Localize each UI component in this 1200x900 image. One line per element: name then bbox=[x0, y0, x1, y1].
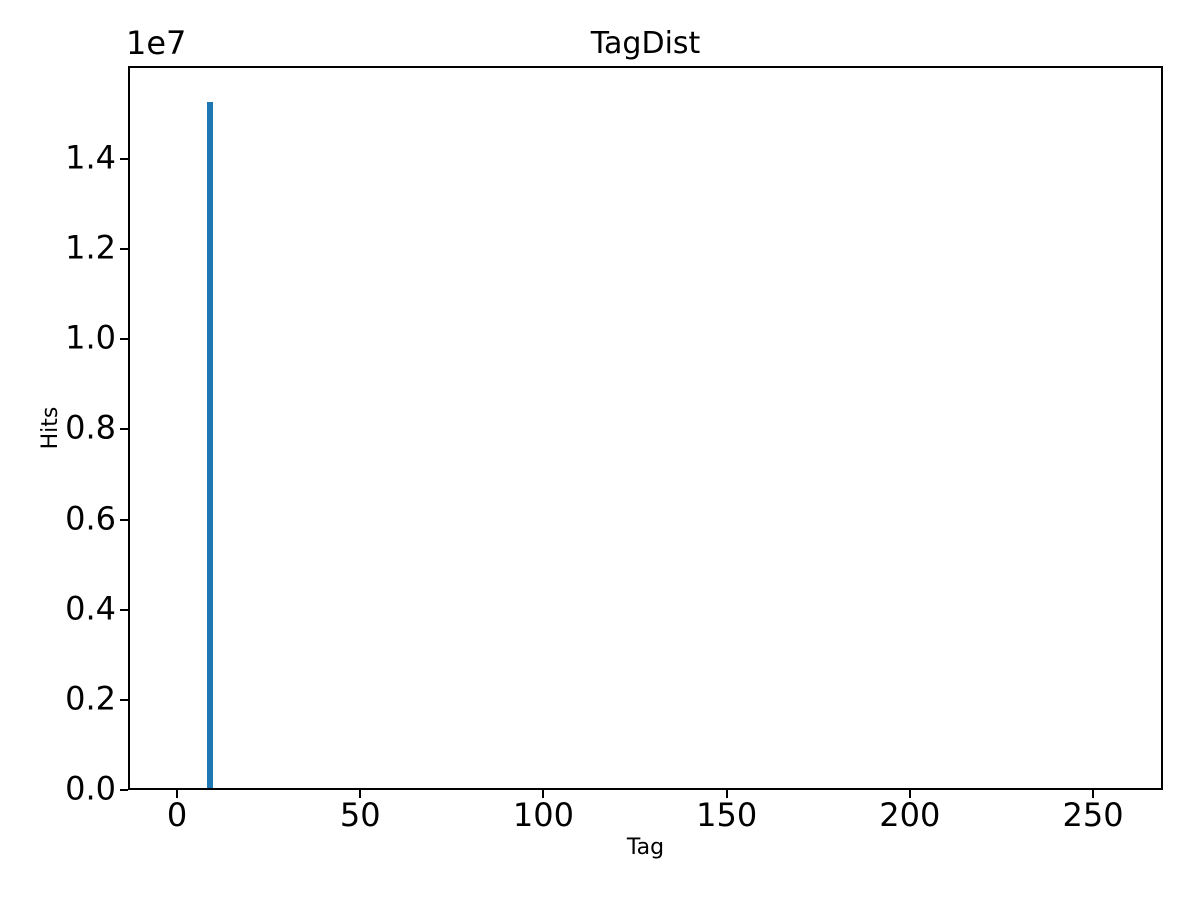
y-axis-offset-label: 1e7 bbox=[126, 24, 187, 62]
y-tick-mark bbox=[120, 157, 128, 160]
x-tick-label: 0 bbox=[166, 796, 188, 834]
chart-title: TagDist bbox=[590, 26, 701, 61]
y-tick-label: 0.6 bbox=[65, 499, 116, 538]
y-tick-label: 1.4 bbox=[65, 138, 116, 177]
y-axis-label: Hits bbox=[37, 406, 63, 450]
x-tick-label: 250 bbox=[1062, 796, 1124, 834]
y-tick-mark bbox=[120, 248, 128, 251]
x-axis-label: Tag bbox=[626, 835, 665, 860]
y-tick-label: 0.2 bbox=[65, 679, 116, 718]
x-tick-mark bbox=[725, 790, 728, 798]
x-tick-label: 100 bbox=[512, 796, 574, 834]
y-tick-label: 0.4 bbox=[65, 589, 116, 628]
y-tick-mark bbox=[120, 608, 128, 611]
y-tick-mark bbox=[120, 428, 128, 431]
x-tick-label: 150 bbox=[696, 796, 758, 834]
histogram-bar bbox=[207, 102, 213, 788]
y-tick-label: 1.0 bbox=[65, 318, 116, 357]
y-tick-mark bbox=[120, 338, 128, 341]
x-tick-label: 200 bbox=[879, 796, 941, 834]
x-tick-mark bbox=[542, 790, 545, 798]
y-tick-label: 0.8 bbox=[65, 409, 116, 448]
x-tick-mark bbox=[359, 790, 362, 798]
x-tick-mark bbox=[1092, 790, 1095, 798]
y-tick-mark bbox=[120, 698, 128, 701]
y-tick-mark bbox=[120, 518, 128, 521]
x-tick-mark bbox=[908, 790, 911, 798]
y-tick-label: 0.0 bbox=[65, 769, 116, 808]
y-tick-mark bbox=[120, 789, 128, 791]
x-tick-mark bbox=[176, 790, 179, 798]
plot-area bbox=[128, 66, 1163, 790]
y-tick-label: 1.2 bbox=[65, 228, 116, 267]
x-tick-label: 50 bbox=[339, 796, 381, 834]
